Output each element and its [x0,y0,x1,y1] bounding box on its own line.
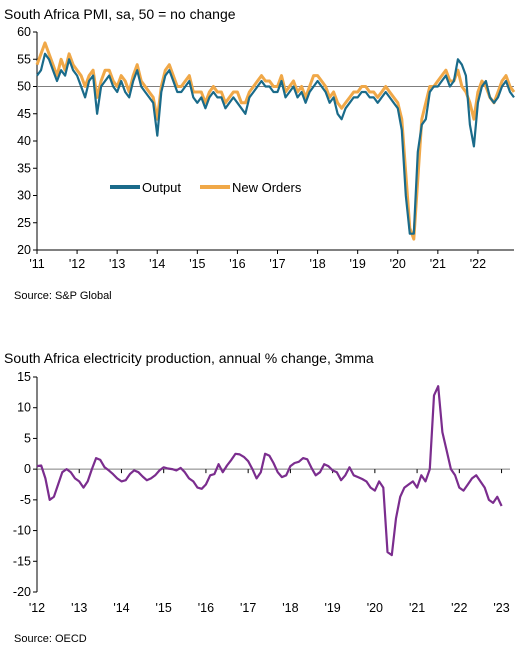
x-tick-label: '19 [324,601,340,615]
y-tick-label: 20 [17,243,31,257]
y-tick-label: 25 [17,216,31,230]
legend-label-output: Output [142,180,181,195]
x-tick-label: '12 [29,601,45,615]
y-tick-label: 0 [24,462,31,476]
y-tick-label: 45 [17,107,31,121]
y-tick-label: 30 [17,189,31,203]
x-tick-label: '19 [350,257,366,271]
electricity-chart-title: South Africa electricity production, ann… [4,350,374,366]
x-tick-label: '14 [149,257,165,271]
x-tick-label: '11 [29,257,44,271]
x-tick-label: '20 [367,601,383,615]
pmi-chart-source: Source: S&P Global [14,290,112,302]
x-tick-label: '22 [451,601,467,615]
x-tick-label: '13 [109,257,125,271]
x-tick-label: '23 [493,601,509,615]
x-tick-label: '21 [430,257,446,271]
y-tick-label: 5 [24,431,31,445]
y-tick-label: -15 [13,554,31,568]
x-tick-label: '16 [198,601,214,615]
pmi-chart-title: South Africa PMI, sa, 50 = no change [4,6,236,22]
x-tick-label: '14 [113,601,129,615]
y-tick-label: 60 [17,25,31,39]
x-tick-label: '12 [69,257,85,271]
x-tick-label: '17 [269,257,285,271]
x-tick-label: '15 [156,601,172,615]
x-tick-label: '22 [470,257,486,271]
series-line-output [36,52,515,235]
electricity-chart-source: Source: OECD [14,633,87,645]
y-tick-label: -20 [13,585,31,599]
y-tick-label: 10 [17,401,31,415]
x-tick-label: '20 [390,257,406,271]
y-tick-label: -10 [13,524,31,538]
x-tick-label: '18 [282,601,298,615]
x-tick-label: '15 [189,257,205,271]
y-tick-label: 35 [17,161,31,175]
y-tick-label: 15 [17,370,31,384]
series-line [36,385,503,557]
x-tick-label: '13 [71,601,87,615]
x-tick-label: '16 [229,257,245,271]
x-tick-label: '21 [409,601,425,615]
x-tick-label: '17 [240,601,256,615]
y-tick-label: 50 [17,80,31,94]
x-tick-label: '18 [309,257,325,271]
y-tick-label: 40 [17,134,31,148]
pmi-chart: 20 25 30 35 40 45 50 55 60 '11 '12 '13 '14 '15 '16 '17 '… [17,25,516,271]
y-tick-label: -5 [20,493,31,507]
y-tick-label: 55 [17,52,31,66]
legend-label-new-orders: New Orders [232,180,302,195]
